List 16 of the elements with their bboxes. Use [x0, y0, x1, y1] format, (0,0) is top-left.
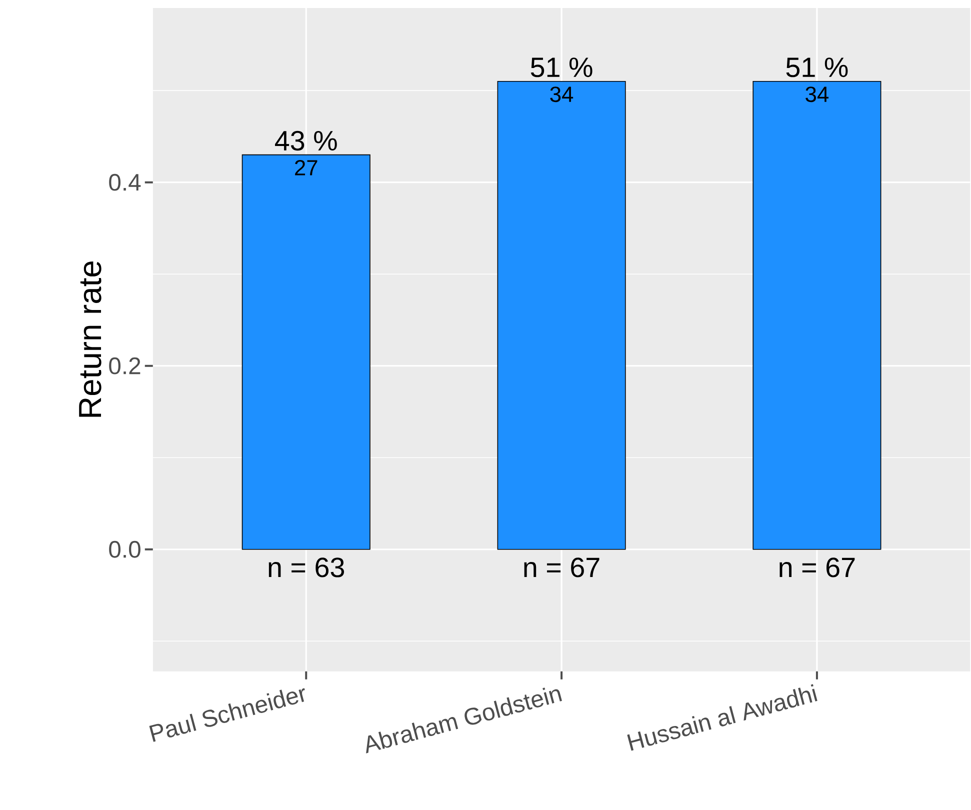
x-tick-label: Paul Schneider: [149, 688, 305, 742]
y-axis-title: Return rate: [79, 261, 102, 417]
annotation: n = 67: [524, 557, 600, 578]
annotation: 34: [550, 86, 574, 102]
y-tick-label: 0.4: [109, 174, 141, 191]
data-label: 43 %: [275, 130, 337, 150]
data-label: 51 %: [530, 57, 592, 78]
annotation: n = 63: [268, 557, 344, 578]
annotation: 27: [295, 160, 318, 176]
y-tick-label: 0.0: [109, 540, 140, 558]
x-tick-label: Abraham Goldstein: [366, 687, 562, 754]
annotation: n = 67: [780, 557, 855, 578]
annotation: 34: [806, 86, 828, 102]
data-label: 51 %: [786, 57, 848, 78]
x-tick-label: Hussain al Awadhi: [627, 684, 818, 751]
y-tick-label: 0.2: [109, 357, 140, 374]
